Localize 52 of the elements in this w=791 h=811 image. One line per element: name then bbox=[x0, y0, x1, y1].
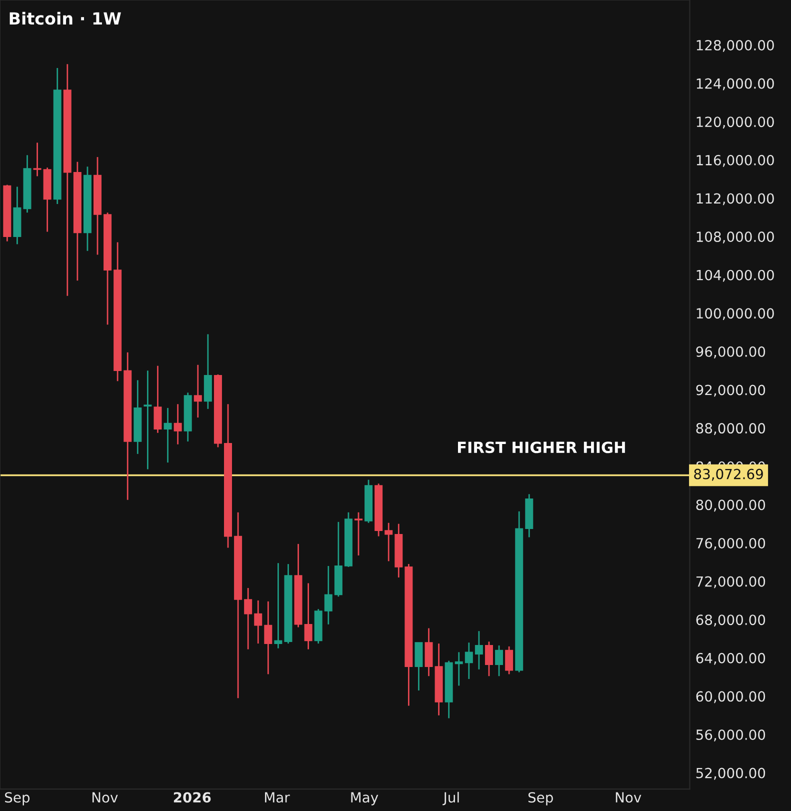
x-tick-label: Nov bbox=[92, 792, 118, 803]
y-tick-label: 96,000.00 bbox=[696, 346, 766, 358]
candlestick bbox=[354, 512, 363, 556]
x-tick-label: Jul bbox=[442, 792, 459, 806]
candlestick bbox=[454, 651, 463, 686]
candlestick bbox=[505, 646, 514, 675]
y-tick-label: 92,000.00 bbox=[696, 384, 766, 397]
y-tick-label: 124,000.00 bbox=[696, 78, 774, 90]
ref-line-label: 83,072.69 bbox=[694, 468, 763, 481]
y-tick-label: 108,000.00 bbox=[696, 232, 774, 244]
y-tick-label: 112,000.00 bbox=[696, 193, 774, 206]
x-tick-label: May bbox=[351, 792, 378, 806]
x-tick-label: Sep bbox=[528, 792, 553, 806]
candlestick bbox=[274, 562, 282, 650]
candlestick bbox=[484, 640, 493, 677]
candlestick bbox=[464, 642, 473, 680]
candlestick bbox=[254, 600, 262, 644]
y-tick-label: 116,000.00 bbox=[696, 154, 774, 167]
y-tick-label: 56,000.00 bbox=[696, 729, 766, 742]
x-tick-label: Nov bbox=[616, 792, 642, 803]
candlestick bbox=[414, 642, 423, 692]
y-tick-label: 128,000.00 bbox=[696, 40, 774, 52]
candlestick bbox=[474, 630, 483, 670]
candlestick bbox=[174, 403, 182, 446]
y-tick-label: 76,000.00 bbox=[696, 538, 766, 550]
y-tick-label: 52,000.00 bbox=[696, 768, 766, 780]
x-tick-label: Sep bbox=[5, 792, 30, 806]
candlestick bbox=[164, 407, 172, 464]
y-tick-label: 104,000.00 bbox=[696, 270, 774, 282]
text: Bitcoin · 1W bbox=[10, 12, 121, 25]
y-tick-label: 64,000.00 bbox=[696, 652, 766, 665]
candlestick bbox=[33, 142, 42, 177]
candlestick bbox=[144, 370, 152, 470]
candlestick bbox=[384, 522, 393, 562]
y-tick-label: 68,000.00 bbox=[696, 614, 766, 626]
y-tick-label: 60,000.00 bbox=[696, 691, 766, 704]
candlestick bbox=[324, 565, 332, 626]
y-tick-label: 120,000.00 bbox=[696, 116, 774, 129]
x-tick-label: Mar bbox=[265, 792, 290, 803]
x-tick-label: 2026 bbox=[174, 792, 211, 803]
y-tick-label: 88,000.00 bbox=[696, 423, 766, 435]
candlestick bbox=[154, 365, 162, 434]
candlestick bbox=[304, 582, 312, 650]
candlestick bbox=[424, 628, 433, 677]
y-tick-label: 72,000.00 bbox=[696, 576, 766, 588]
annotation: FIRST HIGHER HIGH bbox=[458, 442, 625, 454]
candlestick bbox=[495, 644, 504, 677]
candlestick bbox=[194, 364, 202, 418]
y-tick-label: 100,000.00 bbox=[696, 308, 774, 320]
candlestick bbox=[244, 587, 252, 650]
candlestick bbox=[264, 600, 272, 675]
y-tick-label: 80,000.00 bbox=[696, 500, 766, 512]
